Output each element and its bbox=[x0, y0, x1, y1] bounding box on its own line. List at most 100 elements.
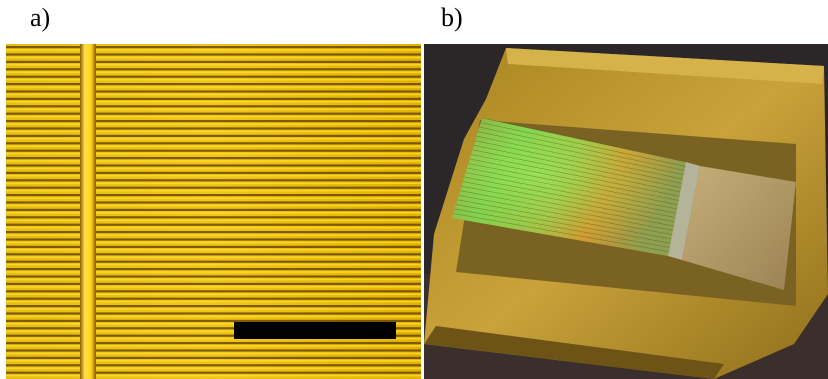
fiber-stripe bbox=[6, 83, 421, 86]
fiber-highlight bbox=[6, 123, 421, 125]
panel-b-label: b) bbox=[441, 3, 463, 32]
fiber-highlight bbox=[6, 78, 421, 81]
fiber-stripe bbox=[6, 164, 421, 167]
fiber-highlight bbox=[6, 256, 421, 258]
scale-bar bbox=[234, 322, 396, 339]
sample-fiber-line bbox=[454, 208, 670, 248]
fiber-highlight bbox=[6, 374, 421, 377]
fiber-stripe bbox=[6, 245, 421, 248]
fiber-stripe bbox=[6, 238, 421, 241]
fiber-stripe bbox=[6, 149, 421, 152]
fiber-stripe bbox=[6, 319, 421, 322]
fiber-stripe bbox=[6, 97, 421, 100]
fiber-stripe bbox=[6, 201, 421, 204]
sample-fiber-line bbox=[456, 204, 671, 244]
fiber-highlight bbox=[6, 152, 421, 155]
mount-top-edge bbox=[506, 48, 824, 84]
fiber-stripe bbox=[6, 349, 421, 352]
fiber-stripe bbox=[6, 268, 421, 271]
fiber-stripe bbox=[6, 53, 421, 56]
fiber-stripe bbox=[6, 282, 421, 285]
fiber-highlight bbox=[6, 182, 421, 184]
sample-fiber-line bbox=[457, 199, 672, 240]
sample-fiber-line bbox=[473, 145, 682, 188]
fiber-highlight bbox=[6, 241, 421, 244]
fiber-highlight bbox=[6, 219, 421, 221]
fiber-highlight bbox=[6, 271, 421, 273]
fiber-highlight bbox=[6, 278, 421, 281]
sample-fiber-line bbox=[465, 172, 677, 214]
fiber-highlight bbox=[6, 138, 421, 140]
fiber-stripe bbox=[6, 297, 421, 300]
fiber-stripe bbox=[6, 356, 421, 359]
fiber-highlight bbox=[6, 145, 421, 147]
sample-fiber-line bbox=[460, 190, 673, 231]
fiber-highlight bbox=[6, 308, 421, 310]
fiber-stripe bbox=[6, 290, 421, 293]
fiber-stripe bbox=[6, 305, 421, 308]
fiber-highlight bbox=[6, 226, 421, 229]
fiber-stripe bbox=[6, 134, 421, 137]
sample-fiber-line bbox=[477, 131, 684, 176]
fiber-stripe bbox=[6, 327, 421, 330]
fiber-highlight bbox=[6, 101, 421, 103]
fiber-stripe bbox=[6, 208, 421, 211]
mount-end-block bbox=[682, 166, 796, 290]
sample-fiber-line bbox=[480, 122, 686, 167]
fiber-stripe bbox=[6, 75, 421, 78]
panel-b-photo bbox=[424, 44, 828, 379]
sample-fiber-line bbox=[476, 135, 683, 180]
sample-fiber-line bbox=[471, 154, 680, 197]
sample-fiber-line bbox=[458, 195, 673, 235]
fiber-highlight bbox=[6, 315, 421, 318]
sample-fiber-line bbox=[481, 117, 687, 163]
sample-fiber-line bbox=[461, 185, 674, 227]
fiber-stripe bbox=[6, 68, 421, 71]
fiber-stripe bbox=[6, 275, 421, 278]
fiber-highlight bbox=[6, 204, 421, 207]
fiber-highlight bbox=[6, 360, 421, 362]
fiber-highlight bbox=[6, 352, 421, 355]
fiber-highlight bbox=[6, 337, 421, 340]
fiber-highlight bbox=[6, 189, 421, 192]
fiber-stripe bbox=[6, 223, 421, 226]
sample-fiber-line bbox=[472, 149, 681, 193]
fiber-highlight bbox=[6, 130, 421, 133]
fiber-stripe bbox=[6, 120, 421, 123]
fiber-highlight bbox=[6, 160, 421, 162]
fiber-highlight bbox=[6, 64, 421, 66]
sample-fiber-line bbox=[466, 167, 678, 210]
fiber-stripe bbox=[6, 186, 421, 189]
sample-fiber-line bbox=[479, 126, 685, 171]
fiber-highlight bbox=[6, 234, 421, 236]
fiber-highlight bbox=[6, 300, 421, 303]
fiber-stripe bbox=[6, 342, 421, 345]
panel-a-label: a) bbox=[30, 3, 51, 32]
fiber-highlight bbox=[6, 115, 421, 118]
fiber-stripe bbox=[6, 364, 421, 367]
fiber-highlight bbox=[6, 293, 421, 295]
fiber-stripe bbox=[6, 157, 421, 160]
sample-edge-highlight bbox=[668, 162, 700, 260]
fiber-stripes bbox=[6, 46, 421, 377]
sample-iridescence bbox=[452, 118, 686, 256]
sample-fiber-line bbox=[453, 213, 669, 252]
fiber-highlight bbox=[6, 197, 421, 199]
fiber-highlight bbox=[6, 263, 421, 266]
fiber-stripe bbox=[6, 171, 421, 174]
micrograph-spine bbox=[80, 44, 96, 379]
sample-fiber-line bbox=[475, 140, 682, 184]
fiber-stripe bbox=[6, 216, 421, 219]
fiber-stripe bbox=[6, 105, 421, 108]
sample-fiber-line bbox=[464, 176, 676, 218]
fiber-highlight bbox=[6, 108, 421, 110]
fiber-highlight bbox=[6, 71, 421, 73]
fiber-stripe bbox=[6, 312, 421, 315]
sample-fiber-lines bbox=[453, 117, 687, 252]
fiber-stripe bbox=[6, 60, 421, 63]
photo-sample-mount-image bbox=[424, 44, 828, 379]
micrograph-fiber-array-image bbox=[6, 44, 421, 379]
fiber-highlight bbox=[6, 330, 421, 332]
fiber-highlight bbox=[6, 345, 421, 347]
fiber-highlight bbox=[6, 167, 421, 170]
